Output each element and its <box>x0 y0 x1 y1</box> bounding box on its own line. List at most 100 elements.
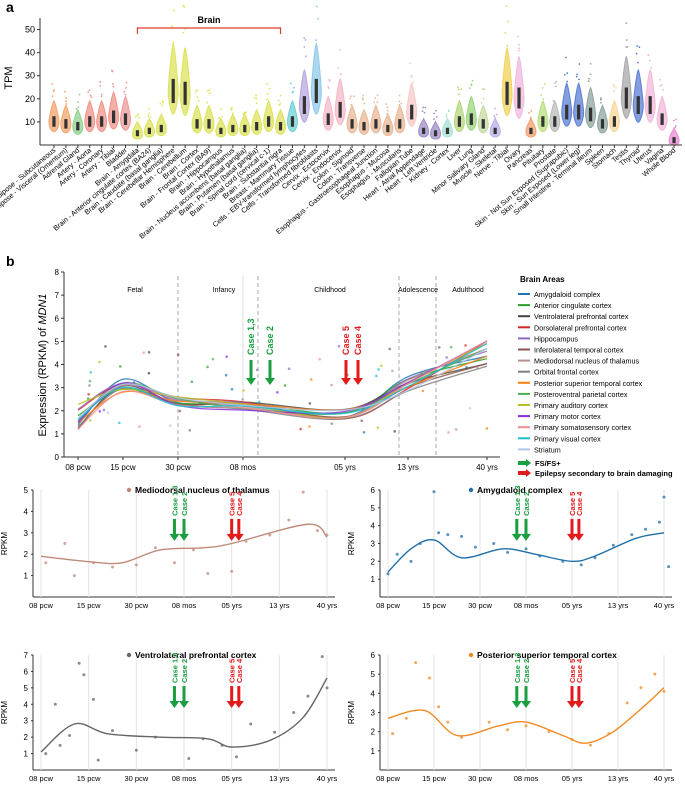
outlier-point <box>64 100 67 103</box>
outlier-point <box>90 96 93 99</box>
legend-item-primary-somatosensory-cortex: Primary somatosensory cortex <box>534 423 631 432</box>
main-x-tick-label: 08 mos <box>230 463 256 472</box>
median-box-brain-caudate-basal-ganglia <box>159 124 163 133</box>
sub-data-point <box>506 550 510 554</box>
data-point <box>276 391 279 394</box>
outlier-point <box>386 112 389 115</box>
sub-data-point <box>72 574 76 578</box>
outlier-point <box>315 39 317 42</box>
data-point <box>89 371 93 374</box>
violin-whole-blood <box>668 127 680 145</box>
outlier-point <box>112 85 115 88</box>
stage-label-childhood: Childhood <box>314 287 346 294</box>
sub-data-point <box>427 676 431 680</box>
outlier-point <box>218 117 221 120</box>
gtex-y-label: TPM <box>3 66 15 89</box>
sub-x-tick-label: 08 mos <box>172 774 197 783</box>
sub-data-point <box>249 722 253 726</box>
legend-item-mediodorsal-nucleus-of-thalamus: Mediodorsal nucleus of thalamus <box>534 357 639 366</box>
median-box-brain-substantia-nigra <box>278 122 283 131</box>
median-box-cells-ebv-transformed-lymphocytes <box>302 96 306 114</box>
sub-data-point <box>662 689 666 693</box>
sub-data-point <box>662 495 666 499</box>
sub-data-point <box>386 572 390 576</box>
median-box-uterus <box>648 96 652 114</box>
outlier-point <box>435 115 438 118</box>
median-box-heart-atrial-appendage <box>422 127 426 135</box>
median-box-brain-cortex <box>195 119 199 129</box>
outlier-point <box>52 90 55 92</box>
median-box-artery-aorta <box>88 116 92 127</box>
data-point <box>420 372 423 375</box>
sub-data-point <box>588 743 592 747</box>
median-box-colon-sigmoid <box>350 119 354 129</box>
series-striatum <box>77 347 488 419</box>
data-point <box>464 344 467 347</box>
outlier-point <box>305 55 307 58</box>
sub-x-tick-label: 05 yrs <box>221 601 242 610</box>
legend-item-posterior-superior-temporal-cortex: Posterior superior temporal cortex <box>534 379 643 388</box>
sub-y-tick-label: 6 <box>371 486 376 495</box>
panel-label-a: a <box>6 0 14 15</box>
sub-y-tick-label: 1 <box>24 572 29 581</box>
outlier-point <box>339 73 342 75</box>
data-point <box>299 427 302 431</box>
sub-data-point <box>273 730 277 734</box>
outlier-point <box>134 115 137 118</box>
sub-y-tick-label: 4 <box>371 689 376 698</box>
sub-case-arrow-case-4-head <box>233 533 244 541</box>
median-box-bladder <box>123 113 128 125</box>
outlier-point <box>468 87 471 90</box>
outlier-point <box>75 108 78 110</box>
outlier-point <box>565 56 567 59</box>
sub-x-tick-label: 40 yrs <box>317 601 338 610</box>
series-orbital-frontal-cortex <box>77 365 488 428</box>
main-y-tick-label: 0 <box>55 453 60 462</box>
data-point <box>147 371 151 375</box>
median-box-esophagus-muscularis <box>398 119 402 129</box>
outlier-point <box>612 84 615 86</box>
sub-case-arrow-case-4-head <box>573 533 584 541</box>
sub-data-point <box>315 529 319 533</box>
sub-data-point <box>306 694 310 698</box>
sub-case-arrow-case-2-head <box>179 701 189 709</box>
outlier-point <box>385 103 387 105</box>
outlier-point <box>578 78 580 81</box>
data-point <box>377 368 380 371</box>
outlier-point <box>481 88 484 91</box>
outlier-point <box>424 106 427 109</box>
outlier-point <box>566 80 569 83</box>
series-primary-somatosensory-cortex <box>77 340 488 430</box>
sub-x-tick-label: 15 pcw <box>77 601 101 610</box>
sub-x-tick-label: 08 mos <box>514 774 539 783</box>
median-box-spleen <box>600 119 605 129</box>
outlier-point <box>423 111 426 114</box>
outlier-point <box>398 103 401 106</box>
legend-item-anterior-cingulate-cortex: Anterior cingulate cortex <box>534 301 612 310</box>
outlier-point <box>182 4 185 7</box>
outlier-point <box>268 87 271 90</box>
outlier-point <box>172 41 175 44</box>
sub-x-tick-label: 05 yrs <box>221 774 242 783</box>
sub-data-point <box>287 518 291 522</box>
outlier-point <box>470 84 473 87</box>
sub-data-point <box>487 720 491 724</box>
data-point <box>402 386 405 389</box>
outlier-point <box>400 102 403 105</box>
outlier-point <box>530 109 533 112</box>
outlier-point <box>362 94 365 97</box>
case-arrow-case-4-head <box>353 378 363 385</box>
median-box-pituitary <box>541 116 545 127</box>
sub-case-label-case-4: Case 4 <box>235 658 244 683</box>
violin-colon-transverse <box>358 108 370 135</box>
sub-data-point <box>91 697 95 701</box>
data-point <box>376 426 380 429</box>
outlier-point <box>373 101 376 104</box>
data-point <box>454 428 458 431</box>
outlier-point <box>290 82 292 85</box>
outlier-point <box>266 98 268 101</box>
outlier-point <box>495 113 498 116</box>
outlier-point <box>253 97 256 99</box>
sub-data-point <box>53 702 57 706</box>
sub-case-label-case-5: Case 5 <box>568 492 577 516</box>
